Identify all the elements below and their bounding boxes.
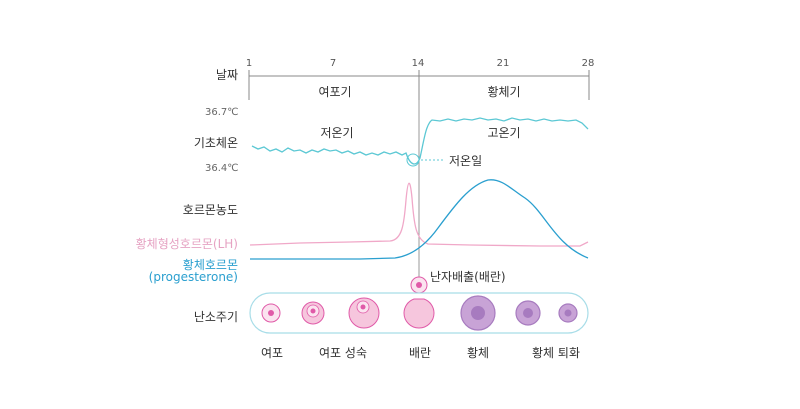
stage-label: 여포 성숙	[319, 346, 367, 360]
stage-label: 황체	[466, 346, 490, 360]
ovarian-cycle-band	[249, 292, 589, 334]
degenerated-corpus-icon	[558, 303, 578, 323]
row-label-cycle: 난소주기	[193, 310, 238, 324]
row-label-day: 날짜	[215, 68, 238, 82]
bbt-curve	[251, 117, 589, 165]
low-phase-label: 저온기	[320, 126, 354, 140]
day-tick: 28	[581, 58, 595, 69]
row-label-bbt: 기초체온	[193, 136, 238, 150]
mature-follicle-icon	[348, 297, 380, 329]
stage-label: 여포	[260, 346, 284, 360]
lh-curve	[249, 182, 589, 247]
temp-low: 36.4℃	[205, 163, 239, 174]
ovulation-follicle-icon	[403, 298, 435, 329]
progesterone-curve	[250, 179, 589, 260]
day-tick: 7	[329, 58, 337, 69]
phase-luteal: 황체기	[487, 85, 521, 99]
ovulation-label: 난자배출(배란)	[430, 270, 506, 284]
stage-label: 배란	[408, 346, 432, 360]
high-phase-label: 고온기	[487, 126, 521, 140]
progesterone-legend-en: (progesterone)	[148, 270, 238, 284]
ovulation-egg	[410, 276, 428, 294]
day-tick: 21	[496, 58, 510, 69]
corpus-luteum-icon	[460, 295, 496, 331]
temp-high: 36.7℃	[205, 107, 239, 118]
phase-follicular: 여포기	[318, 85, 352, 99]
lowest-day-marker	[406, 153, 420, 167]
lowest-day-label: 저온일	[449, 154, 483, 168]
day-axis	[248, 70, 590, 100]
day-tick: 14	[411, 58, 425, 69]
maturing-follicle-icon	[301, 301, 325, 325]
progesterone-legend: 황체호르몬	[182, 258, 238, 272]
day-tick: 1	[245, 58, 253, 69]
follicle-icon	[261, 303, 281, 323]
stage-label: 황체 퇴화	[532, 346, 580, 360]
lh-legend: 황체형성호르몬(LH)	[135, 237, 238, 251]
row-label-hormone: 호르몬농도	[182, 203, 238, 217]
degenerating-corpus-icon	[515, 300, 541, 326]
